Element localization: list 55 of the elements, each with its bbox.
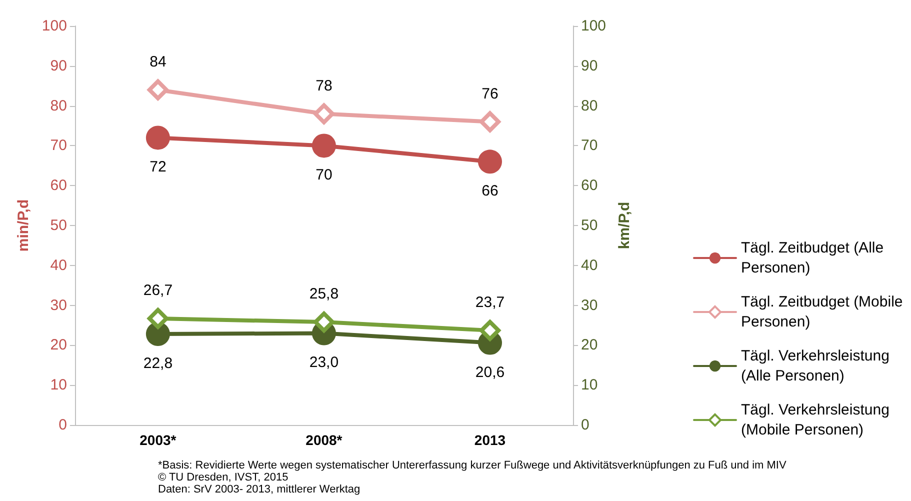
y2-tick-label: 80 (581, 97, 598, 114)
data-label: 23,0 (309, 354, 339, 372)
point (146, 126, 170, 150)
y-tick-label: 90 (50, 57, 67, 74)
data-label: 20,6 (475, 364, 505, 381)
data-label: 76 (482, 85, 498, 102)
y-tick-label: 40 (50, 256, 67, 274)
y2-tick-label: 10 (581, 376, 598, 394)
y-tick-label: 60 (50, 177, 67, 194)
legend-label: Tägl. Verkehrsleistung (Alle Personen) (741, 348, 894, 384)
y2-axis-title: km/P,d (616, 202, 633, 250)
x-tick-label: 2013 (474, 432, 506, 448)
y-tick-label: 70 (50, 137, 67, 154)
text: *Basis: Revidierte Werte wegen systematischer Untererfassung kurzer Fußwege und Aktivitätsverknüpfungen zu Fuß und im MIV (158, 460, 787, 472)
y2-tick-label: 100 (581, 18, 606, 34)
point (479, 320, 500, 341)
y2-tick-label: 60 (581, 177, 598, 194)
data-label: 72 (150, 158, 166, 176)
y2-tick-label: 0 (581, 416, 590, 434)
y-tick-label: 20 (50, 336, 67, 354)
y-tick-label: 100 (42, 18, 67, 34)
data-label: 26,7 (143, 282, 173, 299)
data-label: 25,8 (309, 286, 339, 303)
data-label: 78 (316, 77, 332, 94)
point (147, 79, 168, 100)
text: © TU Dresden, IVST, 2015 (158, 472, 288, 484)
data-label: 84 (150, 53, 166, 70)
x-tick-label: 2008* (306, 432, 343, 448)
point (313, 103, 334, 124)
legend-label: Tägl. Verkehrsleistung (Mobile Personen) (741, 402, 894, 438)
data-label: 70 (316, 166, 332, 184)
y2-tick-label: 40 (581, 256, 598, 274)
y2-tick-label: 20 (581, 336, 598, 354)
y-tick-label: 0 (58, 416, 67, 434)
y2-tick-label: 30 (581, 296, 598, 314)
point (478, 150, 502, 174)
point (313, 312, 334, 333)
y-tick-label: 80 (50, 97, 67, 114)
x-tick-label: 2003* (140, 432, 177, 448)
data-label: 23,7 (475, 294, 505, 311)
y-tick-label: 30 (50, 296, 67, 314)
y-axis-title: min/P,d (15, 199, 32, 252)
data-label: 66 (482, 182, 498, 200)
legend-label: Tägl. Zeitbudget (Alle Personen) (741, 240, 888, 276)
y-tick-label: 10 (50, 376, 67, 394)
point (479, 111, 500, 132)
point (147, 308, 168, 329)
text: Daten: SrV 2003- 2013, mittlerer Werktag (158, 484, 360, 496)
point (312, 134, 336, 158)
y2-tick-label: 70 (581, 137, 598, 154)
y2-tick-label: 90 (581, 57, 598, 74)
y-tick-label: 50 (50, 217, 67, 234)
data-label: 22,8 (143, 355, 173, 372)
legend-label: Tägl. Zeitbudget (Mobile Personen) (741, 294, 907, 330)
y2-tick-label: 50 (581, 217, 598, 234)
